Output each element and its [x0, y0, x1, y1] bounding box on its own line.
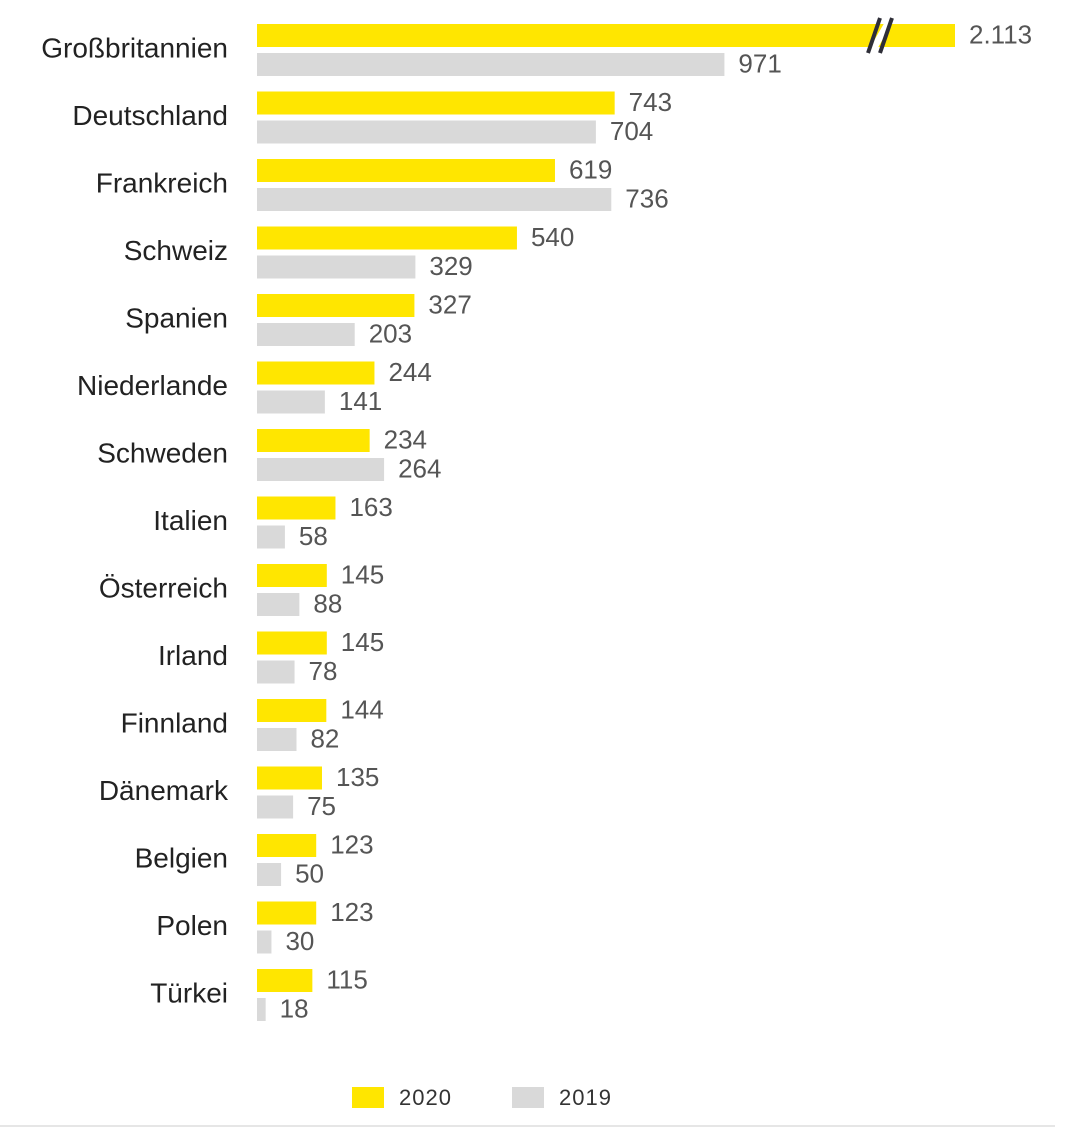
bar: [257, 458, 385, 481]
bar: [257, 631, 327, 655]
bar: [257, 998, 266, 1021]
bar: [257, 120, 596, 144]
axis-break: [866, 17, 882, 54]
value-label: 540: [531, 222, 574, 252]
value-label: 88: [313, 588, 342, 618]
value-label: 619: [569, 154, 612, 184]
bar: [257, 969, 313, 992]
bar: [257, 795, 294, 819]
value-label: 50: [295, 858, 324, 888]
category-label: Dänemark: [99, 775, 229, 806]
bar: [257, 53, 725, 76]
value-label: 743: [629, 87, 672, 117]
value-label: 2.113: [969, 19, 1032, 49]
category-label: Frankreich: [96, 167, 228, 198]
bar: [257, 255, 416, 279]
value-label: 145: [341, 627, 384, 657]
value-label: 264: [398, 453, 441, 483]
value-label: 135: [336, 762, 379, 792]
bar: [257, 834, 317, 857]
value-label: 123: [330, 829, 373, 859]
bar: [257, 863, 282, 886]
bar: [257, 525, 285, 549]
value-label: 58: [299, 521, 328, 551]
value-label: 704: [610, 116, 653, 146]
bar: [257, 660, 295, 684]
value-label: 145: [341, 559, 384, 589]
axis-break: [878, 17, 894, 54]
value-label: 78: [309, 656, 338, 686]
category-label: Belgien: [135, 842, 228, 873]
bar: [257, 901, 317, 925]
legend-swatch: [512, 1087, 544, 1108]
bar: [257, 390, 325, 414]
category-label: Polen: [156, 910, 228, 941]
category-label: Irland: [158, 640, 228, 671]
category-label: Deutschland: [72, 100, 228, 131]
bar: [257, 294, 415, 317]
bar: [257, 930, 272, 954]
value-label: 123: [330, 897, 373, 927]
category-label: Niederlande: [77, 370, 228, 401]
bar: [257, 564, 327, 587]
bar: [257, 188, 612, 211]
category-label: Schweden: [97, 437, 228, 468]
value-label: 82: [310, 723, 339, 753]
value-label: 144: [340, 694, 383, 724]
value-label: 329: [429, 251, 472, 281]
bar: [257, 226, 517, 250]
bar: [257, 496, 336, 520]
legend-swatch: [352, 1087, 384, 1108]
bar: [257, 429, 370, 452]
bar: [257, 24, 955, 47]
value-label: 971: [738, 48, 781, 78]
value-label: 736: [625, 183, 668, 213]
bar: [257, 699, 327, 722]
bar: [257, 728, 297, 751]
category-label: Spanien: [125, 302, 228, 333]
bar: [257, 766, 322, 790]
bar: [257, 91, 615, 115]
value-label: 234: [384, 424, 427, 454]
category-label: Türkei: [150, 977, 228, 1008]
value-label: 30: [285, 926, 314, 956]
value-label: 18: [280, 993, 309, 1023]
value-label: 163: [349, 492, 392, 522]
legend-label: 2019: [559, 1085, 612, 1110]
value-label: 141: [339, 386, 382, 416]
category-label: Schweiz: [124, 235, 228, 266]
value-label: 75: [307, 791, 336, 821]
value-label: 327: [428, 289, 471, 319]
value-label: 203: [369, 318, 412, 348]
category-label: Österreich: [99, 572, 228, 603]
bar: [257, 593, 300, 616]
value-label: 244: [388, 357, 431, 387]
category-label: Finnland: [121, 707, 228, 738]
category-label: Großbritannien: [41, 32, 228, 63]
legend-label: 2020: [399, 1085, 452, 1110]
category-label: Italien: [153, 505, 228, 536]
bar: [257, 159, 555, 182]
bar: [257, 361, 375, 385]
bar: [257, 323, 355, 346]
value-label: 115: [326, 964, 367, 994]
